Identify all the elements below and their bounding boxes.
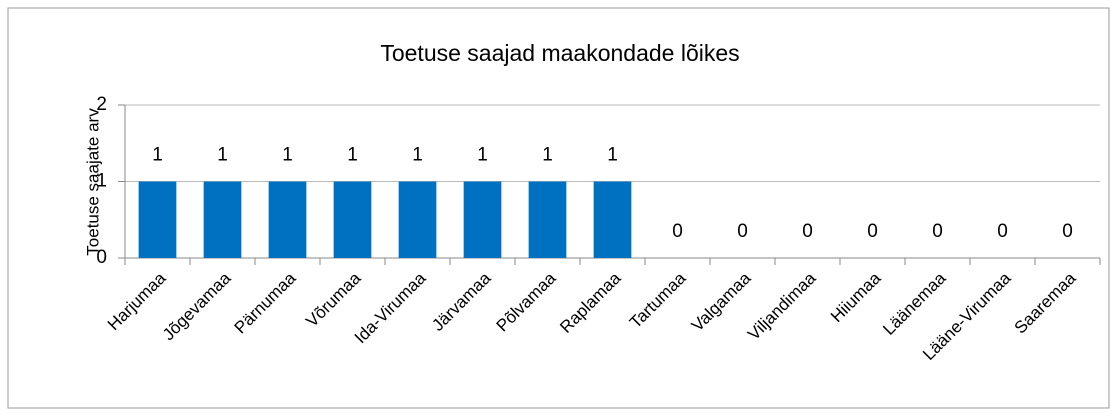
bar (463, 181, 502, 258)
data-label: 1 (542, 145, 553, 166)
bar (528, 181, 567, 258)
bar (593, 181, 632, 258)
bar (138, 181, 177, 258)
y-tick-label: 1 (96, 171, 107, 192)
data-label: 0 (932, 221, 943, 242)
data-label: 1 (152, 145, 163, 166)
bar (268, 181, 307, 258)
data-label: 1 (607, 145, 618, 166)
data-label: 0 (802, 221, 813, 242)
bar (203, 181, 242, 258)
bar (398, 181, 437, 258)
chart-title: Toetuse saajad maakondade lõikes (380, 40, 739, 66)
data-label: 1 (477, 145, 488, 166)
data-label: 1 (217, 145, 228, 166)
data-label: 0 (1062, 221, 1073, 242)
data-label: 0 (737, 221, 748, 242)
bar (333, 181, 372, 258)
y-axis-title: Toetuse saajate arv (83, 108, 102, 256)
data-label: 1 (347, 145, 358, 166)
y-tick-label: 2 (96, 94, 107, 115)
data-label: 0 (997, 221, 1008, 242)
data-label: 1 (412, 145, 423, 166)
y-tick-label: 0 (96, 247, 107, 268)
data-label: 0 (867, 221, 878, 242)
data-label: 0 (672, 221, 683, 242)
data-label: 1 (282, 145, 293, 166)
